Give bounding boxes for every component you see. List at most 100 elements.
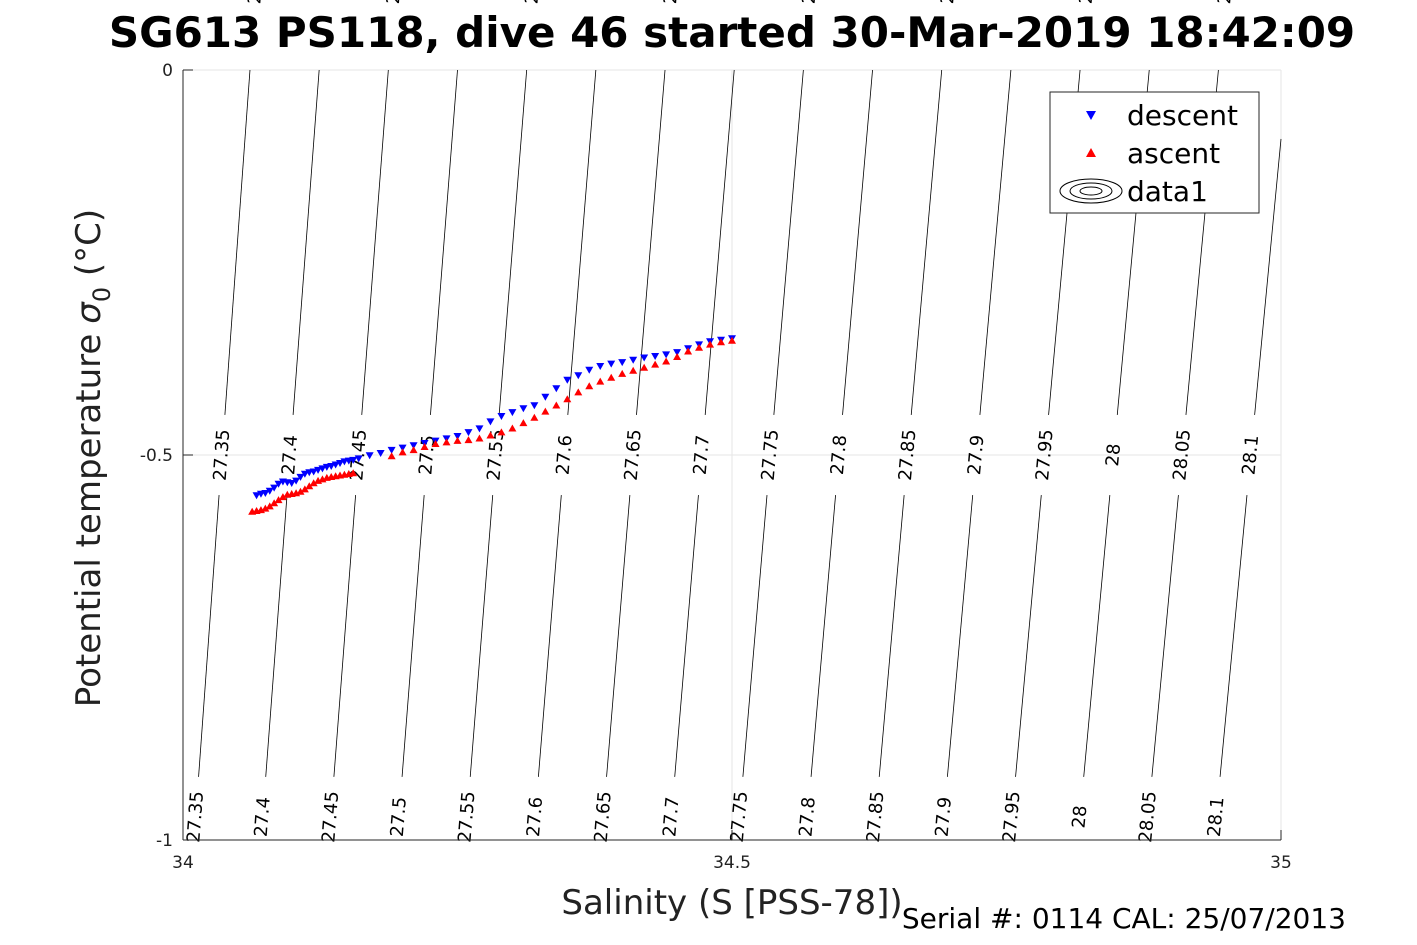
contour-label: 27.85: [937, 0, 962, 5]
contour-label: 28.05: [1169, 428, 1195, 481]
contour-label: 27.95: [999, 790, 1025, 843]
contour-label: 27.7: [690, 434, 714, 476]
contour-segment: [910, 69, 943, 415]
ascent-point: [618, 369, 627, 377]
contour-segment: [878, 495, 905, 777]
descent-point: [349, 456, 358, 464]
ascent-point: [409, 446, 418, 454]
descent-point: [651, 352, 660, 360]
ascent-point: [629, 366, 638, 374]
ascent-point: [475, 434, 484, 442]
contour-label: 27.7: [659, 796, 683, 838]
ascent-point: [706, 340, 715, 348]
descent-point: [508, 409, 517, 417]
contour-label: 27.35: [244, 0, 269, 5]
legend-descent-marker: [1086, 111, 1096, 120]
ascent-point: [274, 496, 283, 504]
descent-point: [270, 484, 279, 492]
ascent-point: [387, 452, 396, 460]
descent-point: [409, 442, 418, 450]
descent-point: [274, 480, 283, 488]
ascent-point: [453, 436, 462, 444]
descent-point: [354, 455, 363, 463]
y-tick-label-1: -0.5: [140, 446, 173, 466]
contour-label: 27.4: [278, 434, 302, 476]
contour-segment: [469, 495, 494, 777]
contour-segment: [224, 69, 251, 415]
y-axis-label-subscript: 0: [88, 287, 116, 302]
contour-segment: [1015, 495, 1042, 777]
contour-label: 27.9: [964, 434, 988, 476]
ascent-point: [486, 431, 495, 439]
ascent-point: [508, 424, 517, 432]
contour-label: 27.65: [660, 0, 685, 5]
descent-point: [596, 362, 605, 370]
descent-point: [453, 433, 462, 441]
y-axis-label: Potential temperature σ0 (°C): [69, 209, 116, 707]
ascent-point: [596, 377, 605, 385]
ascent-point: [497, 428, 506, 436]
contour-segment: [1254, 138, 1282, 415]
descent-point: [387, 446, 396, 454]
contour-label: 28.05: [1214, 0, 1240, 5]
contour-label: 27.85: [863, 790, 888, 843]
legend-descent-label: descent: [1127, 99, 1238, 132]
descent-point: [585, 366, 594, 374]
contour-label: 27.8: [795, 796, 819, 838]
ascent-point: [442, 438, 451, 446]
ascent-point: [309, 479, 318, 487]
contour-segment: [537, 495, 562, 777]
contour-27-9: 27.927.927.9: [932, 69, 1012, 838]
contour-27-8: 27.827.827.8: [795, 69, 873, 838]
contour-label: 27.55: [483, 428, 508, 481]
contour-label: 27.75: [727, 790, 752, 843]
ascent-point: [431, 439, 440, 447]
contour-label: 28: [1102, 443, 1125, 468]
ascent-point: [585, 382, 594, 390]
contour-segment: [198, 495, 220, 777]
descent-point: [618, 359, 627, 367]
descent-point: [519, 405, 528, 413]
ascent-point: [519, 419, 528, 427]
contour-27-85: 27.85 27.85 27.85: [863, 0, 963, 843]
ascent-point: [728, 336, 736, 344]
contour-label: 27.45: [318, 790, 343, 843]
contour-segment: [1151, 495, 1179, 777]
ascent-point: [662, 357, 671, 365]
contour-label: 28: [1068, 805, 1091, 830]
descent-point: [629, 356, 638, 364]
contour-label: 27.6: [523, 796, 547, 838]
legend-ascent-label: ascent: [1127, 137, 1220, 170]
contour-27-6: 27.627.627.6: [523, 69, 597, 838]
y-axis-label-unit: (°C): [69, 209, 109, 287]
ascent-point: [717, 338, 726, 346]
legend: descent ascent data1: [1049, 91, 1260, 214]
legend-contour-icon: [1059, 178, 1123, 204]
x-tick-label-1: 34.5: [713, 853, 751, 873]
contour-segment: [946, 495, 974, 777]
contour-label: 27.95: [1076, 0, 1102, 5]
contour-label: 27.65: [591, 790, 616, 843]
contour-label: 27.35: [210, 429, 235, 482]
contour-segment: [333, 495, 356, 777]
descent-point: [607, 360, 616, 368]
contour-segment: [1083, 495, 1111, 777]
ascent-point: [300, 485, 309, 493]
descent-point: [300, 470, 309, 478]
contour-label: 27.55: [521, 0, 546, 5]
y-axis-label-symbol: σ: [69, 301, 109, 324]
descent-point: [464, 429, 473, 437]
ascent-point: [349, 469, 358, 477]
contour-label: 27.75: [799, 0, 824, 5]
y-tick-label-2: -1: [156, 831, 173, 851]
contour-segment: [636, 69, 666, 415]
descent-point: [292, 477, 301, 485]
contour-segment: [842, 69, 873, 415]
descent-point: [336, 459, 345, 467]
contour-label: 27.5: [387, 796, 411, 838]
ascent-point: [270, 499, 279, 507]
contour-28-1: 28.1 28.1: [1204, 138, 1282, 838]
ascent-point: [296, 487, 305, 495]
descent-point: [497, 413, 506, 420]
contour-27-65: 27.65 27.65 27.65: [591, 0, 686, 843]
